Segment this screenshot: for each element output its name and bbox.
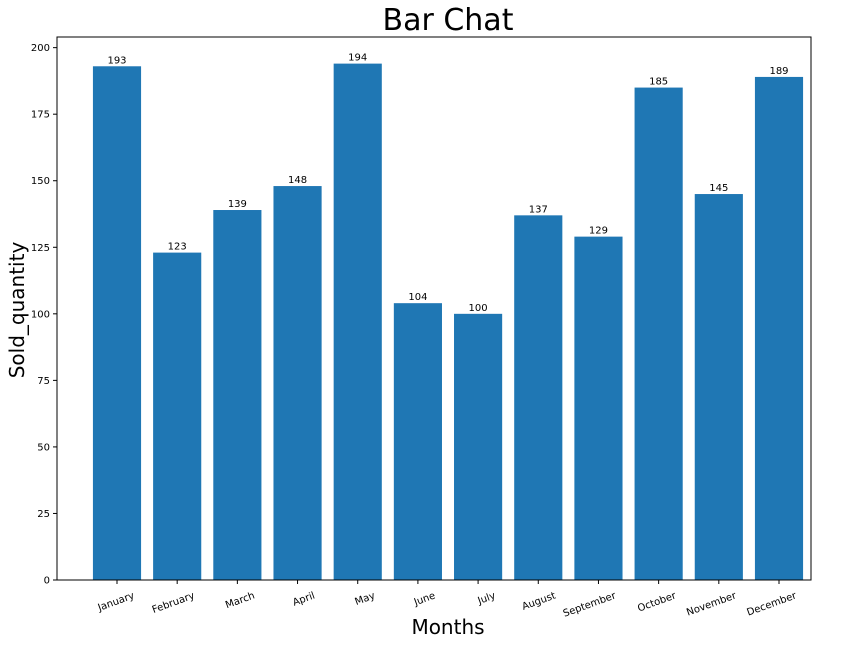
x-tick-label-april: April [291,590,316,608]
bar-september [574,236,623,580]
x-tick-label-november: November [685,590,738,618]
data-label-november: 145 [709,183,728,194]
x-tick-label-august: August [521,590,558,612]
x-tick-label-june: June [412,590,437,608]
data-label-april: 148 [288,175,307,186]
x-axis-title: Months [411,615,484,639]
y-tick-label-75: 75 [37,376,50,387]
bar-july [454,313,503,580]
y-tick-label-125: 125 [31,243,50,254]
bar-december [754,76,804,581]
y-tick-label-0: 0 [44,576,50,587]
data-label-may: 194 [348,53,367,64]
plot-frame [56,36,812,581]
bars-group [92,63,804,581]
y-tick-label-50: 50 [37,442,50,453]
x-tick-label-may: May [354,590,377,607]
x-tick-label-october: October [636,590,678,614]
data-label-march: 139 [228,199,247,210]
data-labels-group: 193 123 139 148 194 104 100 137 129 185 145 189 [107,53,788,314]
data-label-january: 193 [107,55,126,66]
bar-february [153,252,202,580]
data-label-july: 100 [469,303,488,314]
x-tick-label-september: September [562,590,619,620]
bar-october [634,87,683,580]
x-tick-label-july: July [476,590,498,607]
data-label-september: 129 [589,226,608,237]
y-tick-label-25: 25 [37,509,50,520]
y-tick-label-150: 150 [31,176,50,187]
bar-june [393,303,442,580]
x-tick-label-march: March [224,590,256,611]
y-tick-label-100: 100 [31,309,50,320]
bar-november [694,194,743,580]
data-label-october: 185 [649,77,668,88]
x-tick-label-january: January [96,590,136,614]
y-tick-label-175: 175 [31,110,50,121]
y-axis-ticks: 0 25 50 75 100 125 150 175 200 [31,43,57,587]
y-tick-label-200: 200 [31,43,50,54]
data-label-august: 137 [529,204,548,215]
bar-january [92,66,142,580]
x-tick-label-february: February [151,590,196,616]
bar-march [213,210,262,580]
bar-may [333,63,382,580]
chart-title: Bar Chat [383,3,514,38]
y-axis-title: Sold_quantity [5,242,29,379]
x-axis-ticks: January February March April May June July Augu… [96,580,799,620]
data-label-june: 104 [408,292,427,303]
data-label-february: 123 [168,242,187,253]
x-tick-label-december: December [746,590,799,618]
data-label-december: 189 [769,66,788,77]
bar-august [514,215,563,580]
bar-april [273,186,322,580]
